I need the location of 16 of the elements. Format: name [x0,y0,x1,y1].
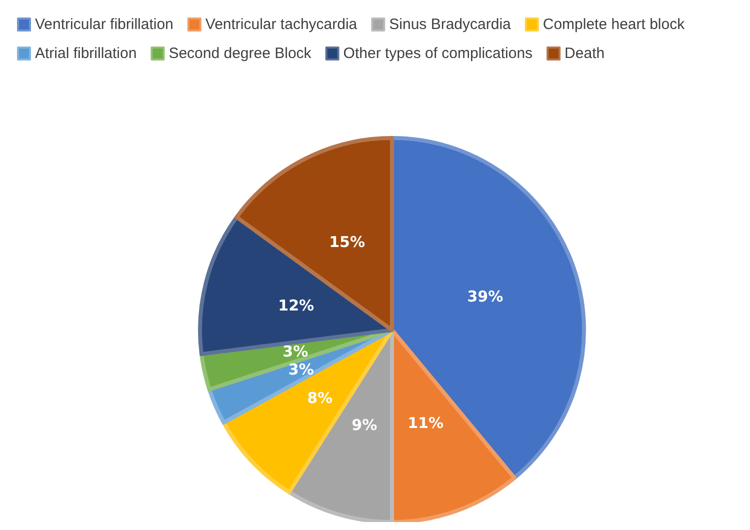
legend-label: Second degree Block [168,45,312,62]
data-label: 3% [288,360,314,378]
legend-label: Ventricular tachycardia [205,16,358,33]
data-label: 8% [307,388,333,407]
data-label: 15% [329,232,366,251]
legend-label: Ventricular fibrillation [35,16,174,33]
data-label: 39% [467,287,504,306]
data-label: 3% [282,342,308,361]
data-label: 9% [352,416,378,434]
data-label: 12% [278,296,314,314]
legend-label: Sinus Bradycardia [389,16,512,33]
data-label: 11% [408,414,444,432]
legend-label: Atrial fibrillation [35,45,137,62]
legend-label: Death [564,45,605,62]
legend-label: Complete heart block [542,16,686,33]
legend-label: Other types of complications [343,45,533,62]
